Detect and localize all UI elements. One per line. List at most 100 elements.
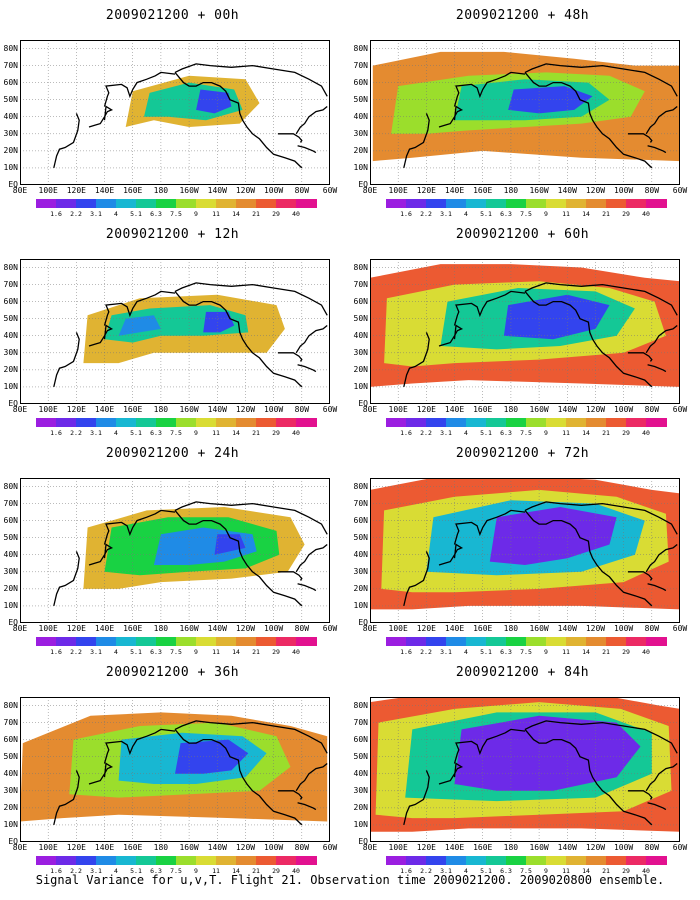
lon-tick-label: 140E xyxy=(444,843,465,852)
colorbar xyxy=(36,637,317,646)
lat-tick-label: 60N xyxy=(3,297,18,306)
colorbar-label: 1.6 xyxy=(400,429,412,437)
colorbar-label: 11 xyxy=(562,867,570,875)
colorbar-label: 2.2 xyxy=(70,648,82,656)
lon-tick-label: 160E xyxy=(123,843,143,852)
coastline xyxy=(295,105,328,135)
lat-tick-label: 50N xyxy=(3,314,18,323)
colorbar-label: 3.1 xyxy=(440,210,452,218)
lat-tick-label: 80N xyxy=(3,482,18,491)
colorbar-segment xyxy=(256,637,277,646)
coastline xyxy=(438,543,464,566)
lat-tick-label: EQ xyxy=(358,400,368,408)
colorbar-segment xyxy=(296,199,317,208)
lon-tick-label: 120E xyxy=(416,843,436,852)
coastline xyxy=(88,105,114,128)
lat-tick-label: 50N xyxy=(3,752,18,761)
panel-title: 2009021200 + 60h xyxy=(455,227,590,242)
coastline xyxy=(524,509,653,607)
lat-tick-label: 70N xyxy=(353,718,368,727)
colorbar-segment xyxy=(96,199,117,208)
lon-tick-label: 120W xyxy=(585,624,606,633)
panel-title: 2009021200 + 24h xyxy=(105,446,240,461)
colorbar-label: 2.2 xyxy=(70,429,82,437)
colorbar-label: 3.1 xyxy=(90,867,102,875)
colorbar-segment xyxy=(36,199,57,208)
lat-tick-label: EQ xyxy=(358,838,368,846)
colorbar-label: 6.3 xyxy=(500,648,512,656)
lon-tick-label: 100E xyxy=(388,843,408,852)
lon-tick-label: 100W xyxy=(613,624,634,633)
lon-tick-label: 160W xyxy=(529,405,549,414)
colorbar-segment xyxy=(566,637,587,646)
colorbar-label: 21 xyxy=(602,210,610,218)
colorbar-label: 6.3 xyxy=(500,429,512,437)
colorbar-label: 5.1 xyxy=(480,648,492,656)
lat-tick-label: 20N xyxy=(3,365,18,374)
colorbar-segment xyxy=(486,856,507,865)
lon-tick-label: 80E xyxy=(362,624,378,633)
lat-tick-label: 40N xyxy=(353,550,368,559)
coastline xyxy=(174,728,303,826)
variance-map xyxy=(370,697,680,842)
colorbar-label: 5.1 xyxy=(480,210,492,218)
colorbar-label: 6.3 xyxy=(500,210,512,218)
lon-tick-label: 180 xyxy=(503,186,519,195)
colorbar-segment xyxy=(136,856,157,865)
colorbar-segment xyxy=(136,199,157,208)
colorbar-segment xyxy=(566,199,587,208)
coastline xyxy=(524,728,653,826)
colorbar-segment xyxy=(116,199,137,208)
colorbar-segment xyxy=(506,418,527,427)
colorbar-segment xyxy=(526,856,547,865)
colorbar-label: 40 xyxy=(642,648,650,656)
lon-tick-label: 100W xyxy=(263,405,284,414)
lon-tick-label: 140E xyxy=(444,624,465,633)
colorbar-label: 21 xyxy=(602,648,610,656)
lon-tick-label: 60W xyxy=(322,624,338,633)
colorbar-segment xyxy=(276,418,297,427)
coastline xyxy=(174,71,303,169)
lat-tick-label: 60N xyxy=(353,297,368,306)
lat-tick-label: 80N xyxy=(353,263,368,272)
lat-tick-label: 30N xyxy=(3,348,18,357)
lat-tick-label: 40N xyxy=(353,331,368,340)
colorbar-label: 4 xyxy=(464,867,468,875)
colorbar-label: 1.6 xyxy=(50,648,62,656)
colorbar-segment xyxy=(196,418,217,427)
colorbar-segment xyxy=(406,856,427,865)
lat-tick-label: 30N xyxy=(353,786,368,795)
colorbar-label: 5.1 xyxy=(130,867,142,875)
colorbar-segment xyxy=(606,637,627,646)
lon-tick-label: 140W xyxy=(207,624,227,633)
colorbar-segment xyxy=(136,637,157,646)
lat-tick-label: 70N xyxy=(3,61,18,70)
coastline xyxy=(453,290,526,326)
variance-map xyxy=(370,478,680,623)
colorbar-segment xyxy=(446,637,467,646)
lat-tick-label: 50N xyxy=(353,533,368,542)
panel-title: 2009021200 + 84h xyxy=(455,665,590,680)
variance-contour xyxy=(214,534,246,555)
lon-tick-label: 120W xyxy=(235,624,256,633)
colorbar-segment xyxy=(646,199,667,208)
lon-tick-label: 80E xyxy=(362,186,378,195)
lat-tick-label: 20N xyxy=(353,803,368,812)
lat-tick-label: 10N xyxy=(353,163,368,172)
lat-tick-label: 10N xyxy=(3,382,18,391)
colorbar-segment xyxy=(426,418,447,427)
coastline xyxy=(645,762,678,792)
colorbar-label: 3.1 xyxy=(90,648,102,656)
forecast-panel: 2009021200 + 36h 80N 70N 60N 50N 40N 30N 20N 10N… xyxy=(0,661,345,883)
colorbar-segment xyxy=(586,637,607,646)
lat-tick-label: 80N xyxy=(3,263,18,272)
colorbar-segment xyxy=(506,199,527,208)
colorbar-segment xyxy=(216,637,237,646)
colorbar-label: 40 xyxy=(292,648,300,656)
lon-tick-label: 160E xyxy=(473,405,493,414)
lon-tick-label: 120W xyxy=(235,405,256,414)
colorbar-segment xyxy=(216,199,237,208)
lon-tick-label: 140E xyxy=(444,186,465,195)
panel-title: 2009021200 + 72h xyxy=(455,446,590,461)
colorbar-label: 40 xyxy=(642,429,650,437)
